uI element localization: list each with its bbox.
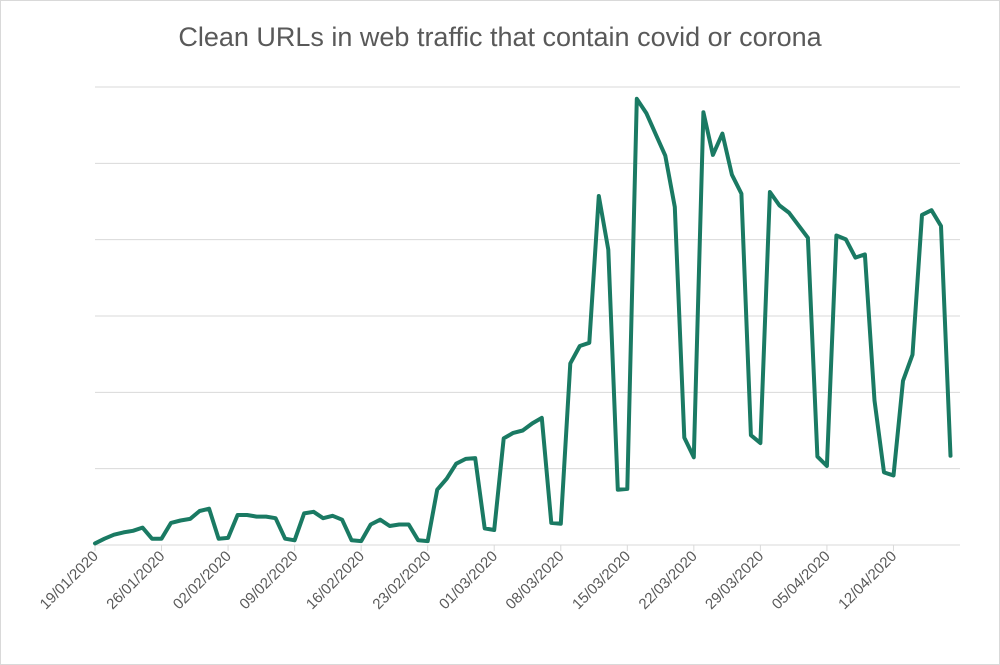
x-tick-label: 26/01/2020 <box>103 548 168 613</box>
gridlines <box>95 86 960 470</box>
x-tick-label: 02/02/2020 <box>170 548 235 613</box>
x-tick-label: 29/03/2020 <box>702 548 767 613</box>
x-tick-label: 12/04/2020 <box>835 548 900 613</box>
chart-title: Clean URLs in web traffic that contain c… <box>178 22 822 52</box>
series-line <box>93 96 953 546</box>
x-tick-label: 09/02/2020 <box>236 548 301 613</box>
x-axis-ticks <box>94 545 894 551</box>
x-tick-label: 01/03/2020 <box>436 548 501 613</box>
x-axis-tick-labels: 19/01/2020 26/01/2020 02/02/2020 09/02/2020… <box>37 548 901 613</box>
x-tick-label: 19/01/2020 <box>37 548 102 613</box>
x-tick-label: 23/02/2020 <box>369 548 434 613</box>
series-layer <box>93 96 953 546</box>
x-tick-label: 22/03/2020 <box>636 548 701 613</box>
x-tick-label: 15/03/2020 <box>569 548 634 613</box>
x-tick-label: 08/03/2020 <box>502 548 567 613</box>
x-tick-label: 05/04/2020 <box>769 548 834 613</box>
x-tick-label: 16/02/2020 <box>303 548 368 613</box>
